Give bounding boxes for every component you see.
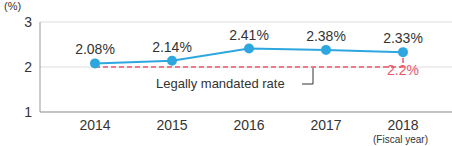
svg-text:2.33%: 2.33% [383, 30, 423, 46]
svg-text:2.2%: 2.2% [387, 62, 419, 78]
svg-text:2: 2 [24, 59, 32, 75]
svg-text:2015: 2015 [156, 117, 187, 133]
svg-text:2.38%: 2.38% [306, 28, 346, 44]
svg-text:1: 1 [24, 104, 32, 120]
html-text:(Fiscal year): (Fiscal year) [373, 134, 428, 145]
svg-text:2.41%: 2.41% [229, 27, 269, 43]
svg-text:2.14%: 2.14% [152, 39, 192, 55]
svg-text:2016: 2016 [233, 117, 264, 133]
svg-text:2018: 2018 [387, 117, 418, 133]
html-text:Legally mandated rate: Legally mandated rate [156, 76, 285, 91]
svg-text:2.08%: 2.08% [75, 41, 115, 57]
svg-text:3: 3 [24, 14, 32, 30]
svg-text:2014: 2014 [79, 117, 110, 133]
svg-text:2017: 2017 [310, 117, 341, 133]
